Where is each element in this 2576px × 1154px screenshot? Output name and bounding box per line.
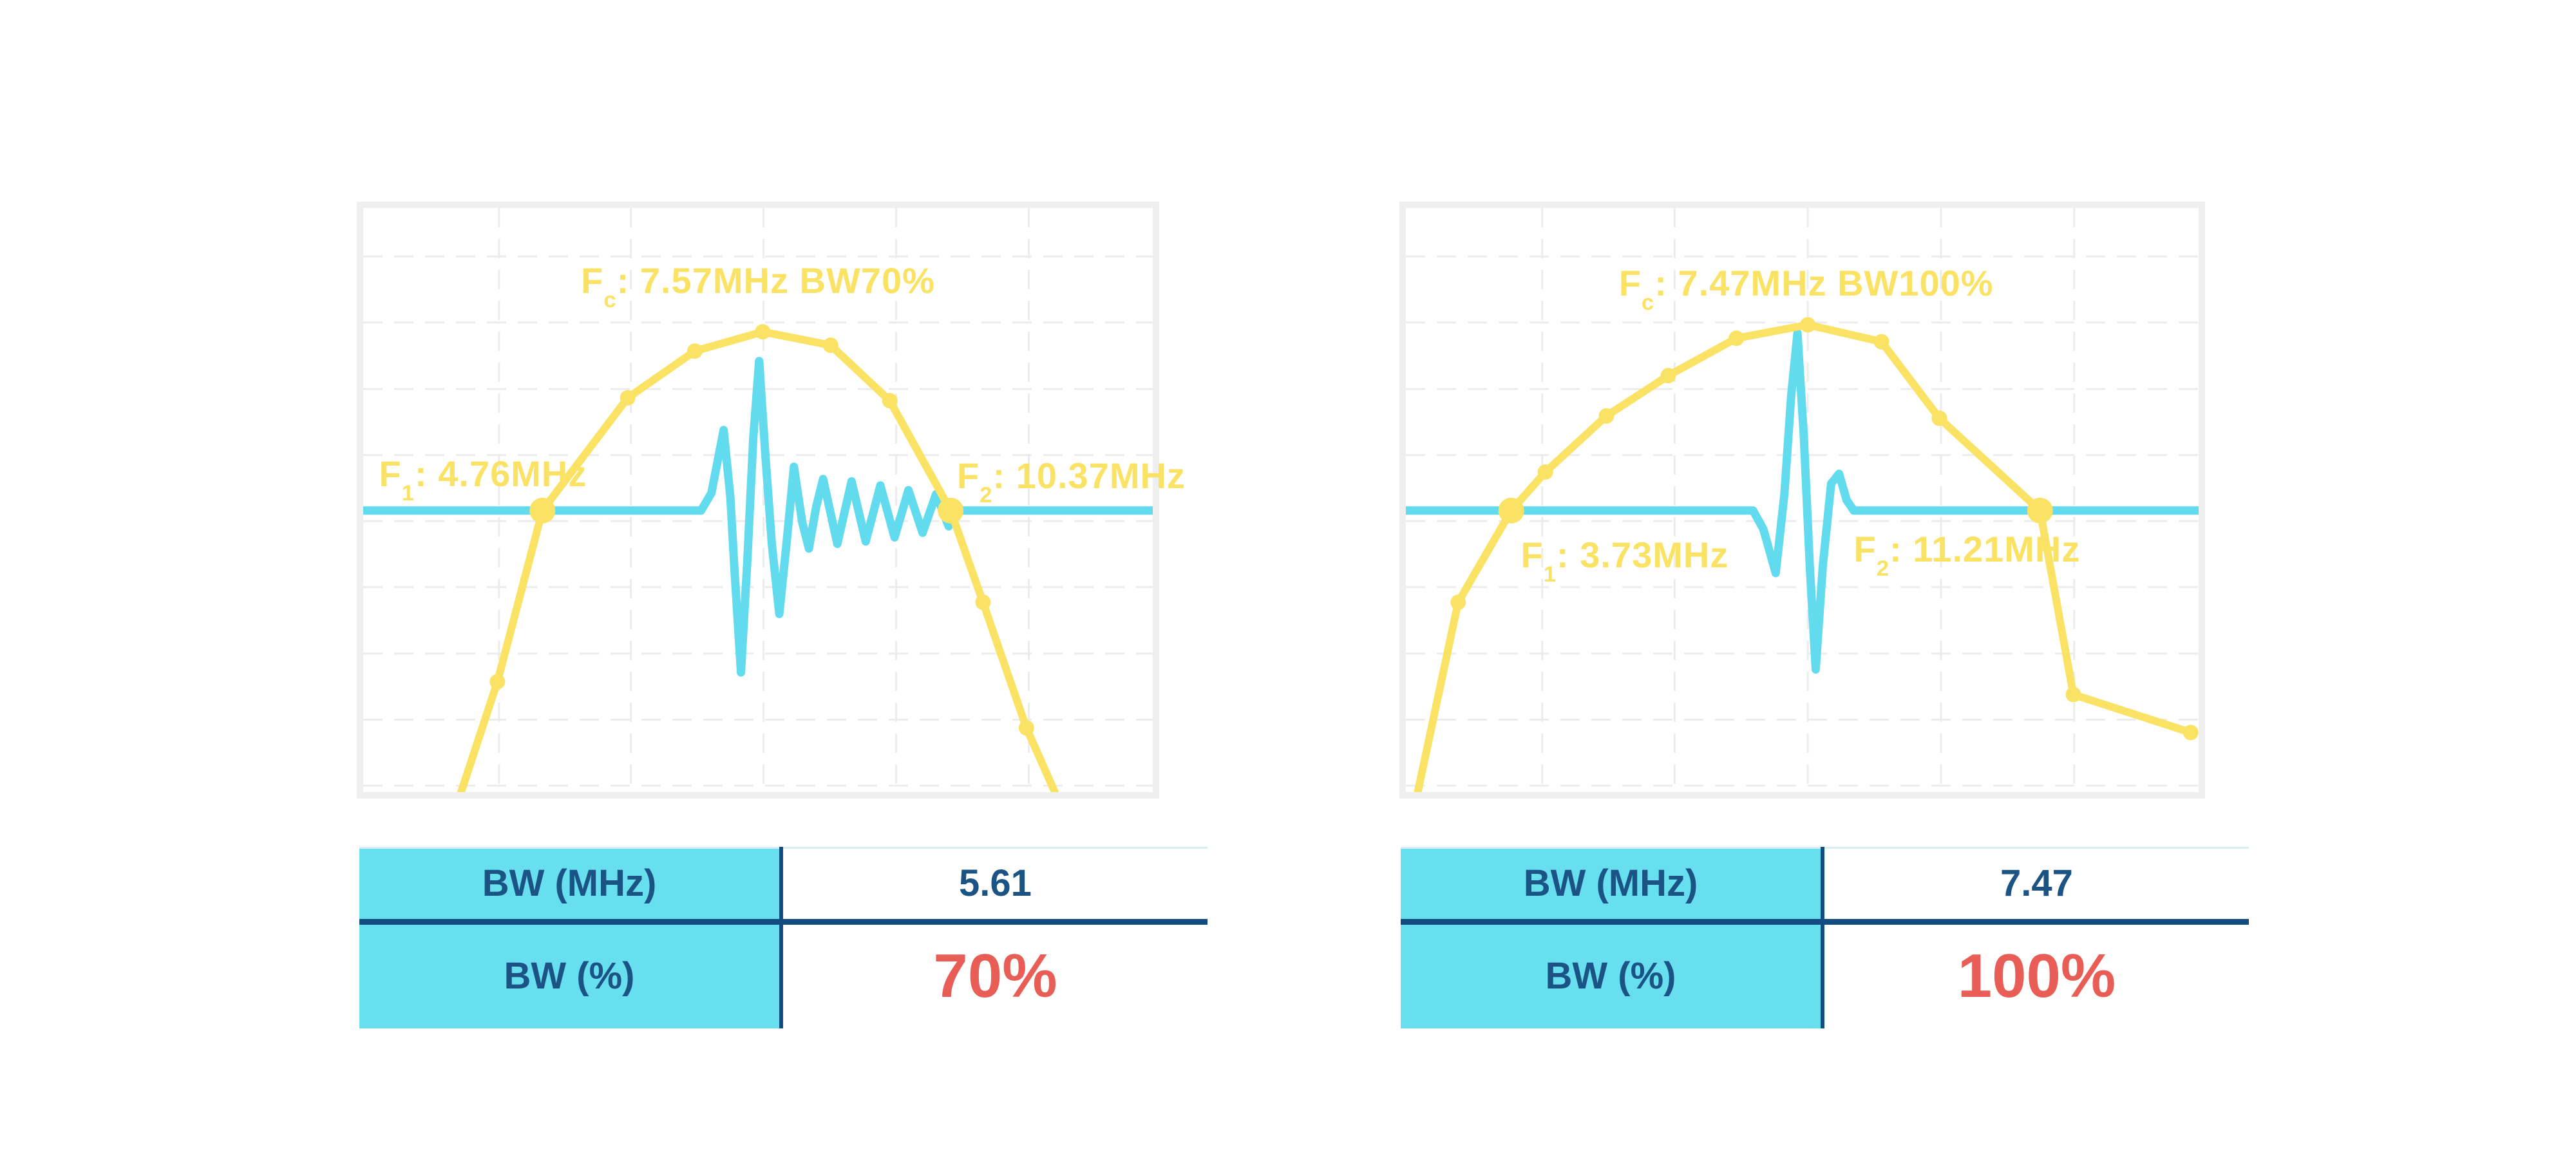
fc-annotation-value: : 7.57MHz BW70%: [616, 260, 935, 301]
fc-annotation-subscript: c: [603, 287, 617, 312]
f1-annotation-value: : 3.73MHz: [1557, 534, 1729, 576]
chart-panel-bw70: Fc: 7.57MHz BW70% F1: 4.76MHz F2: 10.37M…: [357, 202, 1185, 799]
bw-table-right-top-rule: [1401, 847, 2249, 849]
bw-mhz-value: 5.61: [959, 862, 1032, 904]
bw-table-left-label-column: [359, 847, 779, 1028]
fc-annotation-subscript: c: [1641, 290, 1655, 316]
bw-percent-label: BW (%): [1545, 955, 1676, 997]
fc-annotation: Fc: 7.47MHz BW100%: [1618, 263, 1994, 314]
f2-annotation: F2: 11.21MHz: [1853, 529, 2081, 580]
bw-table-left: BW (MHz) 5.61 BW (%) 70%: [359, 847, 1208, 1028]
f1-annotation-symbol: F: [1520, 534, 1544, 576]
bw-table-left-row-divider: [359, 919, 1208, 925]
bw-percent-value: 100%: [1957, 941, 2116, 1010]
f2-annotation-subscript: 2: [980, 482, 993, 507]
bw-mhz-value: 7.47: [2000, 862, 2073, 904]
f2-annotation-subscript: 2: [1876, 556, 1890, 582]
fc-annotation-value: : 7.47MHz BW100%: [1654, 263, 1994, 304]
bw-mhz-label: BW (MHz): [482, 862, 657, 904]
f2-annotation-value: : 11.21MHz: [1889, 529, 2081, 570]
bw-percent-label: BW (%): [504, 955, 635, 997]
fc-annotation: Fc: 7.57MHz BW70%: [581, 260, 935, 311]
f2-annotation: F2: 10.37MHz: [956, 455, 1186, 506]
f1-annotation: F1: 4.76MHz: [379, 453, 587, 505]
bw-table-right-row-divider: [1401, 919, 2249, 925]
chart-canvas-bw70: [363, 208, 1153, 792]
bw-table-right-label-column: [1401, 847, 1821, 1028]
bw-table-right: BW (MHz) 7.47 BW (%) 100%: [1401, 847, 2249, 1028]
f1-annotation-subscript: 1: [401, 481, 415, 506]
bw-mhz-label: BW (MHz): [1523, 862, 1698, 904]
bw-table-right-column-divider: [1821, 847, 1824, 1028]
f2-annotation-symbol: F: [1853, 529, 1877, 570]
bw-percent-value: 70%: [933, 941, 1057, 1010]
f2-annotation-value: : 10.37MHz: [992, 455, 1186, 496]
f1-annotation: F1: 3.73MHz: [1520, 534, 1729, 586]
fc-annotation-symbol: F: [581, 260, 604, 301]
bw-table-left-top-rule: [359, 847, 1208, 849]
chart-canvas-bw100: [1406, 208, 2199, 792]
f1-annotation-value: : 4.76MHz: [415, 453, 587, 495]
f2-annotation-symbol: F: [956, 455, 980, 496]
bw-table-left-column-divider: [779, 847, 783, 1028]
chart-panel-bw100: Fc: 7.47MHz BW100% F1: 3.73MHz F2: 11.21…: [1399, 202, 2205, 799]
f1-annotation-symbol: F: [379, 453, 402, 495]
fc-annotation-symbol: F: [1618, 263, 1642, 304]
f1-annotation-subscript: 1: [1543, 562, 1557, 587]
